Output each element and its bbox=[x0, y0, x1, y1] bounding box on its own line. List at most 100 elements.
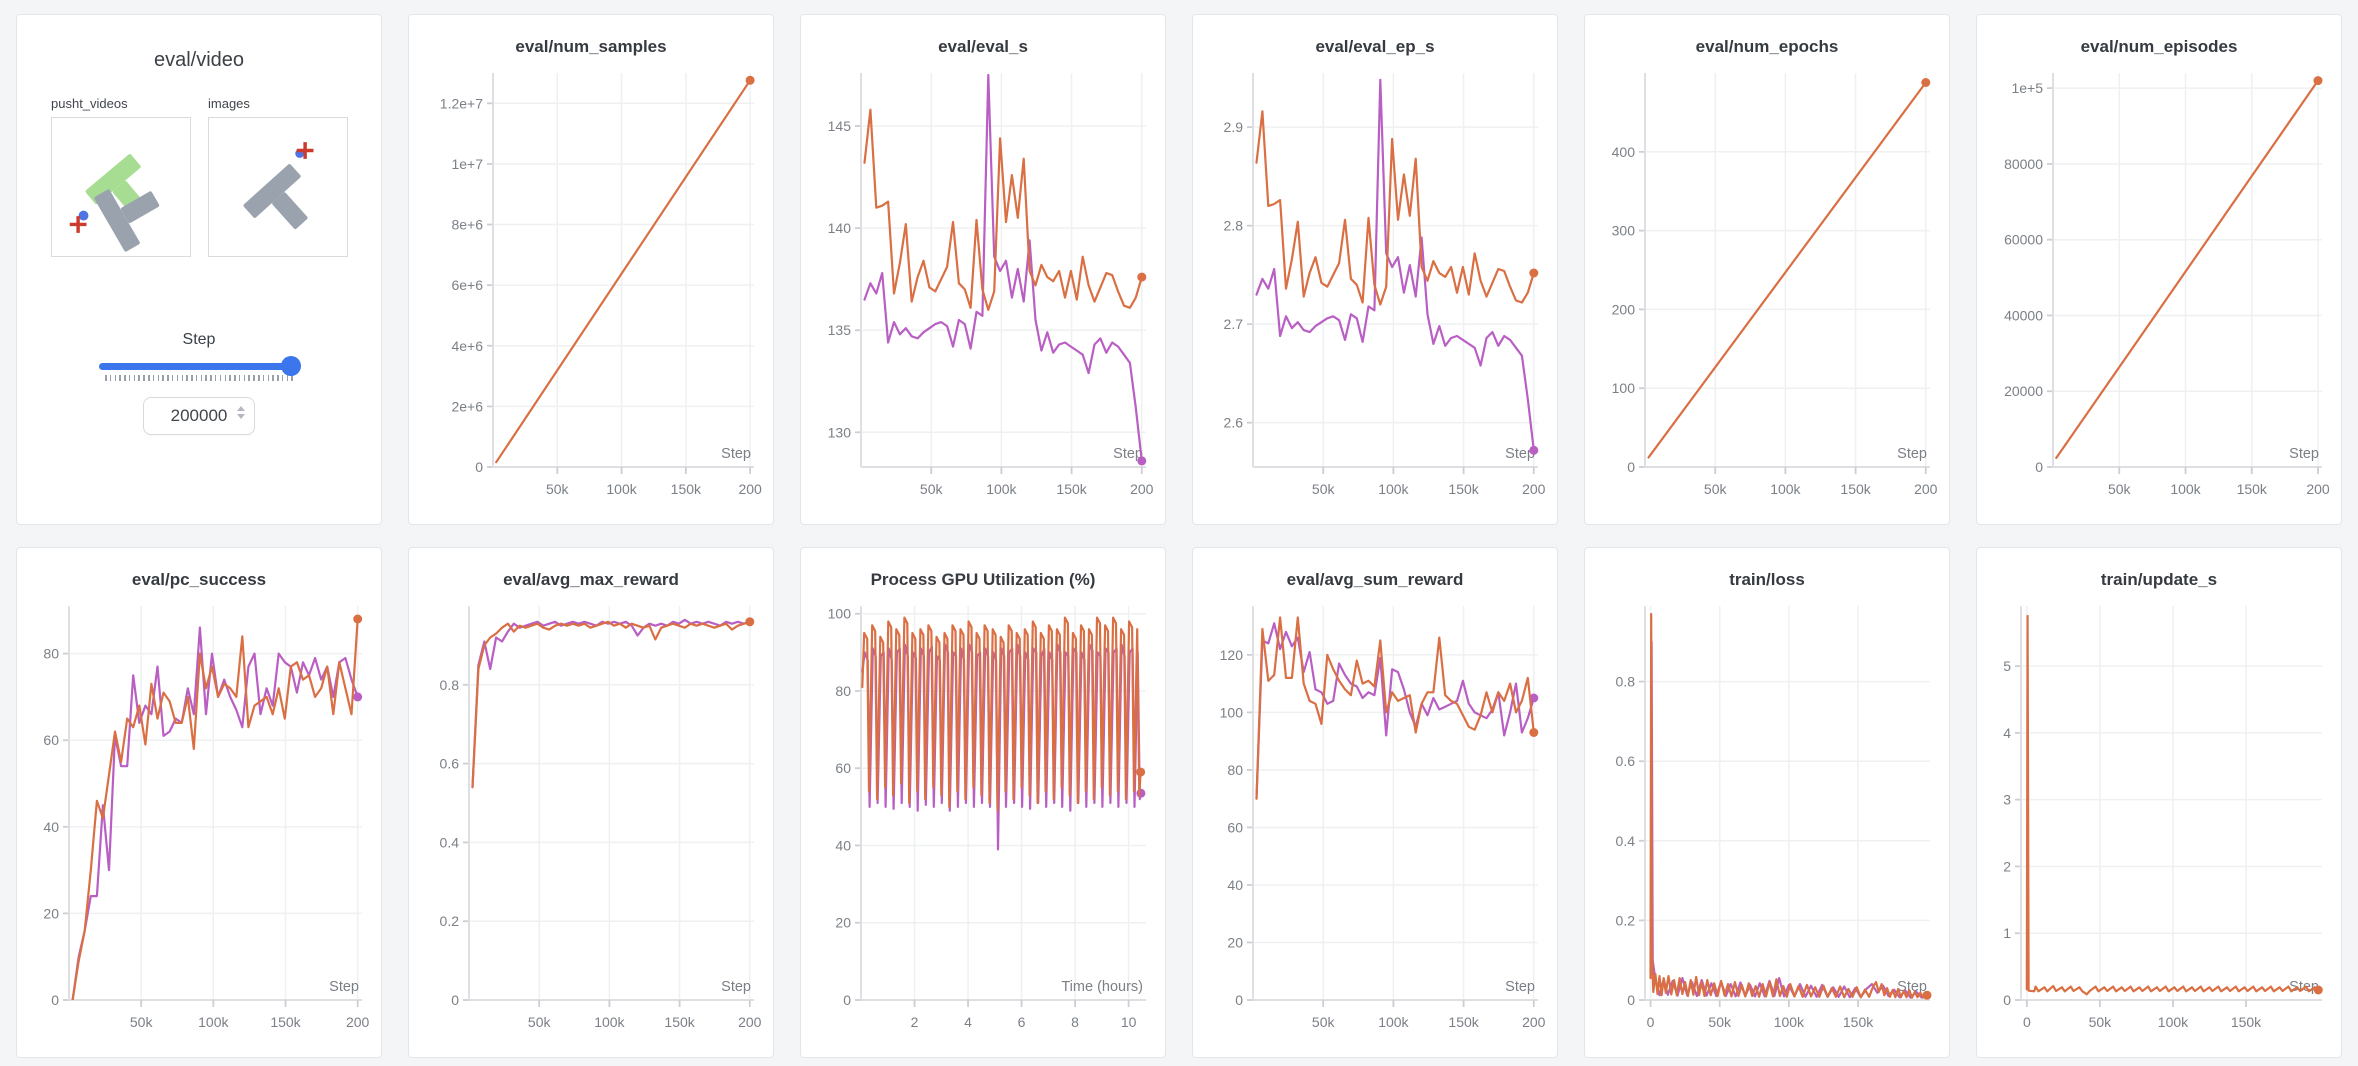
slider-track[interactable] bbox=[99, 356, 301, 376]
svg-text:0: 0 bbox=[2003, 992, 2011, 1008]
svg-text:1e+7: 1e+7 bbox=[451, 156, 483, 172]
svg-text:50k: 50k bbox=[1312, 1014, 1336, 1030]
svg-text:200: 200 bbox=[1914, 481, 1938, 497]
svg-text:2.9: 2.9 bbox=[1224, 119, 1244, 135]
chart-plot-area[interactable]: 0 0.2 0.4 0.6 0.8 50k 100k 150k 200 Step bbox=[415, 596, 767, 1046]
panel-eval-video: eval/video pusht_videos bbox=[16, 14, 382, 525]
stepper-icons[interactable] bbox=[237, 406, 245, 419]
chart-canvas[interactable]: 0 20000 40000 60000 80000 1e+5 50k 100k 150k 200 S… bbox=[1983, 63, 2335, 513]
svg-text:20000: 20000 bbox=[2004, 383, 2043, 399]
panel-eval-num-episodes: eval/num_episodes 0 20000 40000 60000 80000 1… bbox=[1976, 14, 2342, 525]
svg-text:Step: Step bbox=[2289, 446, 2319, 462]
chart-plot-area[interactable]: 0 20 40 60 80 100 120 50k 100k 150k 200 Step bbox=[1199, 596, 1551, 1046]
chart-canvas[interactable]: 0 0.2 0.4 0.6 0.8 50k 100k 150k 200 Step bbox=[415, 596, 767, 1046]
svg-text:0.4: 0.4 bbox=[440, 834, 460, 850]
step-control: Step 200000 bbox=[51, 331, 347, 435]
svg-text:4e+6: 4e+6 bbox=[451, 338, 483, 354]
svg-text:20: 20 bbox=[835, 915, 851, 931]
chart-canvas[interactable]: 0 2e+6 4e+6 6e+6 8e+6 1e+7 1.2e+7 50k 100k 150k 20… bbox=[415, 63, 767, 513]
svg-text:1e+5: 1e+5 bbox=[2011, 80, 2043, 96]
chart-plot-area[interactable]: 0 20 40 60 80 50k 100k 150k 200 Step bbox=[23, 596, 375, 1046]
step-slider[interactable] bbox=[99, 356, 301, 381]
chart-canvas[interactable]: 0 0.2 0.4 0.6 0.8 0 50k 100k 150k Step bbox=[1591, 596, 1943, 1046]
chart-title: train/loss bbox=[1729, 570, 1805, 589]
svg-text:0: 0 bbox=[843, 992, 851, 1008]
slider-knob[interactable] bbox=[281, 356, 301, 376]
svg-text:8: 8 bbox=[1071, 1014, 1079, 1030]
stepper-up-icon[interactable] bbox=[237, 406, 245, 411]
svg-text:50k: 50k bbox=[1704, 481, 1728, 497]
chart-title: eval/num_samples bbox=[515, 37, 667, 56]
pusht-env-image bbox=[69, 154, 160, 252]
svg-text:50k: 50k bbox=[546, 481, 570, 497]
panel-grid: eval/video pusht_videos bbox=[16, 14, 2342, 1058]
svg-text:50k: 50k bbox=[2108, 481, 2132, 497]
step-value-input[interactable]: 200000 bbox=[143, 397, 255, 435]
svg-text:0.6: 0.6 bbox=[1616, 753, 1636, 769]
svg-text:135: 135 bbox=[828, 322, 852, 338]
svg-text:50k: 50k bbox=[2089, 1014, 2113, 1030]
svg-text:150k: 150k bbox=[1840, 481, 1871, 497]
video-thumbnail-pusht[interactable] bbox=[51, 117, 191, 257]
svg-text:100k: 100k bbox=[198, 1014, 229, 1030]
chart-plot-area[interactable]: 2.6 2.7 2.8 2.9 50k 100k 150k 200 Step bbox=[1199, 63, 1551, 513]
svg-text:100k: 100k bbox=[2158, 1014, 2189, 1030]
svg-text:200: 200 bbox=[1130, 481, 1154, 497]
chart-title: eval/avg_sum_reward bbox=[1286, 570, 1464, 589]
chart-plot-area[interactable]: 0 20000 40000 60000 80000 1e+5 50k 100k 150k 200 S… bbox=[1983, 63, 2335, 513]
chart-plot-area[interactable]: 0 20 40 60 80 100 2 4 6 8 10 Time (hours) bbox=[807, 596, 1159, 1046]
chart-canvas[interactable]: 130 135 140 145 50k 100k 150k 200 Step bbox=[807, 63, 1159, 513]
panel-title: eval/video bbox=[153, 49, 245, 71]
svg-text:6e+6: 6e+6 bbox=[451, 277, 483, 293]
svg-text:10: 10 bbox=[1121, 1014, 1137, 1030]
thumb-label-pusht-videos: pusht_videos bbox=[51, 96, 128, 111]
svg-text:Step: Step bbox=[1505, 446, 1535, 462]
svg-text:0.2: 0.2 bbox=[440, 913, 460, 929]
svg-text:100k: 100k bbox=[1774, 1014, 1805, 1030]
svg-text:6: 6 bbox=[1018, 1014, 1026, 1030]
svg-text:0: 0 bbox=[1235, 992, 1243, 1008]
chart-title: eval/pc_success bbox=[131, 570, 267, 589]
chart-title: eval/eval_ep_s bbox=[1315, 37, 1435, 56]
image-thumbnail[interactable] bbox=[208, 117, 348, 257]
svg-text:60000: 60000 bbox=[2004, 232, 2043, 248]
step-value: 200000 bbox=[170, 406, 228, 425]
chart-canvas[interactable]: 2.6 2.7 2.8 2.9 50k 100k 150k 200 Step bbox=[1199, 63, 1551, 513]
stepper-down-icon[interactable] bbox=[237, 414, 245, 419]
svg-text:200: 200 bbox=[738, 1014, 762, 1030]
panel-eval-avg-sum-reward: eval/avg_sum_reward 0 20 40 60 80 100 120 50k 10… bbox=[1192, 547, 1558, 1058]
svg-text:200: 200 bbox=[1612, 301, 1636, 317]
svg-text:50k: 50k bbox=[130, 1014, 154, 1030]
chart-plot-area[interactable]: 130 135 140 145 50k 100k 150k 200 Step bbox=[807, 63, 1159, 513]
svg-text:300: 300 bbox=[1612, 223, 1636, 239]
chart-plot-area[interactable]: 0 0.2 0.4 0.6 0.8 0 50k 100k 150k Step bbox=[1591, 596, 1943, 1046]
svg-text:40000: 40000 bbox=[2004, 307, 2043, 323]
svg-text:2.6: 2.6 bbox=[1224, 415, 1244, 431]
goal-cross bbox=[296, 142, 314, 159]
svg-text:100: 100 bbox=[828, 606, 852, 622]
svg-text:0.8: 0.8 bbox=[440, 677, 460, 693]
svg-text:20: 20 bbox=[43, 905, 59, 921]
chart-canvas[interactable]: 0 20 40 60 80 100 120 50k 100k 150k 200 Step bbox=[1199, 596, 1551, 1046]
svg-text:40: 40 bbox=[1227, 877, 1243, 893]
svg-text:0.6: 0.6 bbox=[440, 756, 460, 772]
chart-canvas[interactable]: 0 20 40 60 80 50k 100k 150k 200 Step bbox=[23, 596, 375, 1046]
svg-text:3: 3 bbox=[2003, 792, 2011, 808]
svg-text:150k: 150k bbox=[671, 481, 702, 497]
chart-canvas[interactable]: 0 100 200 300 400 50k 100k 150k 200 Step bbox=[1591, 63, 1943, 513]
chart-canvas[interactable]: 0 20 40 60 80 100 2 4 6 8 10 Time (hours) bbox=[807, 596, 1159, 1046]
svg-text:40: 40 bbox=[43, 819, 59, 835]
svg-text:Step: Step bbox=[721, 446, 751, 462]
svg-text:0.8: 0.8 bbox=[1616, 674, 1636, 690]
svg-text:0: 0 bbox=[475, 459, 483, 475]
svg-text:Step: Step bbox=[329, 979, 359, 995]
chart-plot-area[interactable]: 0 2e+6 4e+6 6e+6 8e+6 1e+7 1.2e+7 50k 100k 150k 20… bbox=[415, 63, 767, 513]
svg-text:60: 60 bbox=[43, 732, 59, 748]
svg-text:50k: 50k bbox=[920, 481, 944, 497]
svg-text:Step: Step bbox=[1897, 979, 1927, 995]
panel-train-loss: train/loss 0 0.2 0.4 0.6 0.8 0 50k 100k 150k Step bbox=[1584, 547, 1950, 1058]
svg-text:40: 40 bbox=[835, 837, 851, 853]
chart-plot-area[interactable]: 0 1 2 3 4 5 0 50k 100k 150k Step bbox=[1983, 596, 2335, 1046]
chart-plot-area[interactable]: 0 100 200 300 400 50k 100k 150k 200 Step bbox=[1591, 63, 1943, 513]
